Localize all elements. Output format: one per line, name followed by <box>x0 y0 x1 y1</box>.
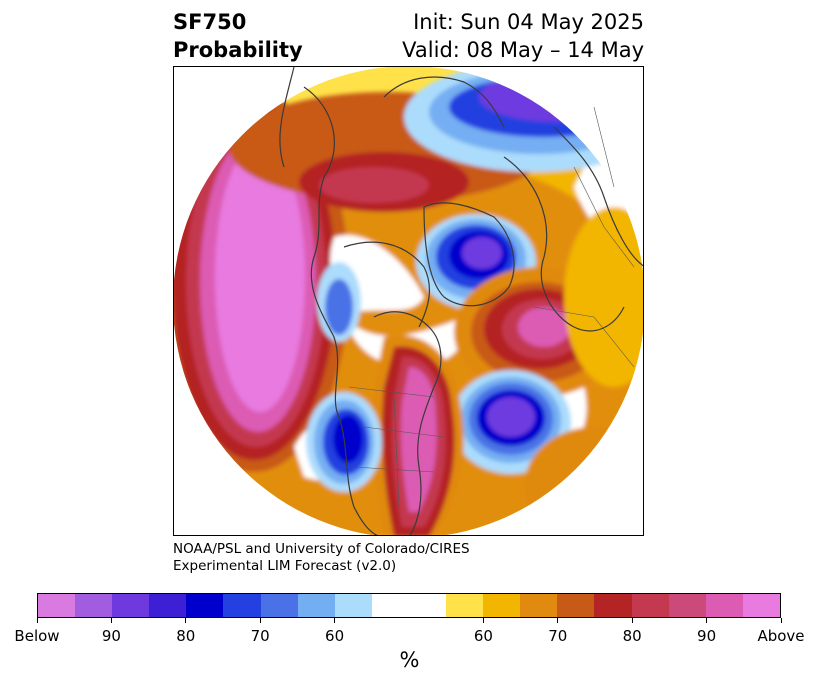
colorbar-tick-label: 90 <box>101 627 121 645</box>
colorbar-segment <box>594 594 632 617</box>
colorbar-tick-label: 60 <box>473 627 493 645</box>
colorbar-segment <box>186 594 224 617</box>
colorbar-segment <box>668 594 706 617</box>
colorbar-tick-label: 70 <box>250 627 270 645</box>
credit-block: NOAA/PSL and University of Colorado/CIRE… <box>173 541 470 575</box>
political-borders <box>348 106 635 508</box>
credit-line-1: NOAA/PSL and University of Colorado/CIRE… <box>173 541 470 557</box>
colorbar-tick-label: Above <box>757 627 805 645</box>
title-quantity: Probability <box>173 38 303 62</box>
colorbar-tick-mark <box>259 618 261 623</box>
colorbar-tick-marks <box>0 618 819 623</box>
title-block-right: Init: Sun 04 May 2025 Valid: 08 May – 14… <box>402 8 644 64</box>
colorbar-tick-mark <box>185 618 187 623</box>
colorbar-segment <box>483 594 521 617</box>
colorbar-tick-mark <box>780 618 782 623</box>
colorbar-tick-mark <box>36 618 38 623</box>
colorbar-tick-mark <box>110 618 112 623</box>
title-block-left: SF750 Probability <box>173 8 303 64</box>
colorbar-tick-mark <box>482 618 484 623</box>
colorbar-tick-mark <box>706 618 708 623</box>
title-variable: SF750 <box>173 10 247 34</box>
colorbar-segment <box>557 594 595 617</box>
colorbar-segment <box>334 594 372 617</box>
colorbar-segment <box>631 594 669 617</box>
colorbar-segment <box>38 594 76 617</box>
valid-range: Valid: 08 May – 14 May <box>402 38 644 62</box>
colorbar-segment <box>223 594 261 617</box>
colorbar-segment <box>112 594 150 617</box>
colorbar-segment <box>446 594 484 617</box>
colorbar-tick-label: 60 <box>325 627 345 645</box>
colorbar-segment <box>371 594 447 617</box>
init-date: Init: Sun 04 May 2025 <box>413 10 644 34</box>
credit-line-2: Experimental LIM Forecast (v2.0) <box>173 558 397 574</box>
colorbar-tick-label: 80 <box>622 627 642 645</box>
colorbar-segment <box>260 594 298 617</box>
probability-field <box>174 67 643 535</box>
colorbar-segment <box>297 594 335 617</box>
colorbar-tick-label: 70 <box>548 627 568 645</box>
forecast-map <box>173 66 644 536</box>
colorbar-segment <box>705 594 743 617</box>
colorbar-tick-label: 80 <box>176 627 196 645</box>
coastlines <box>279 67 643 535</box>
colorbar-segment <box>75 594 113 617</box>
colorbar-tick-mark <box>334 618 336 623</box>
colorbar-tick-mark <box>631 618 633 623</box>
colorbar-tick-mark <box>557 618 559 623</box>
colorbar-tick-label: 90 <box>697 627 717 645</box>
colorbar-tick-label: Below <box>14 627 60 645</box>
colorbar <box>37 593 781 618</box>
colorbar-tick-labels: Below 90 80 70 60 60 70 80 90 Above <box>0 627 819 647</box>
colorbar-segment <box>742 594 780 617</box>
colorbar-unit: % <box>399 648 420 672</box>
map-svg <box>174 67 643 535</box>
colorbar-segment <box>149 594 187 617</box>
colorbar-segment <box>520 594 558 617</box>
